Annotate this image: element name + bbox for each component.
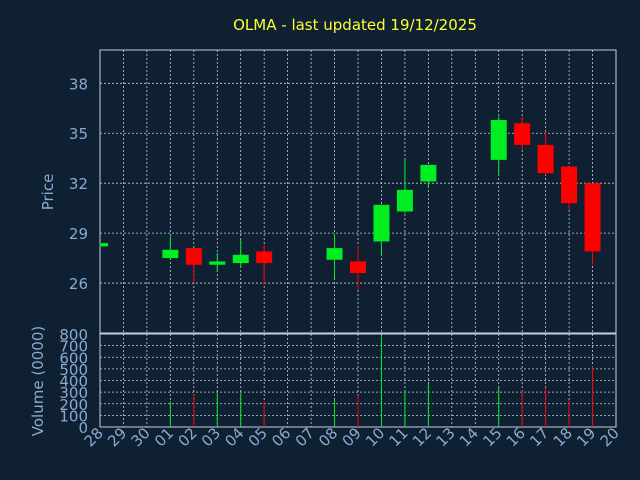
price-axis-label: Price — [39, 174, 57, 211]
candle-body-09 — [350, 261, 366, 274]
price-tick-label: 35 — [69, 125, 88, 143]
chart-title: OLMA - last updated 19/12/2025 — [233, 16, 477, 34]
candle-body-16 — [514, 123, 531, 145]
volume-tick-label: 400 — [59, 373, 88, 391]
candle-body-15 — [490, 119, 507, 160]
volume-tick-label: 0 — [78, 419, 88, 437]
candle-body-28 — [100, 243, 108, 247]
price-panel: 26 29 32 35 38 — [69, 49, 617, 334]
candle-body-08 — [326, 248, 343, 260]
candle-body-18 — [561, 166, 578, 204]
candle-body-03 — [209, 261, 226, 265]
candle-body-10 — [373, 204, 390, 242]
candle-body-19 — [584, 183, 601, 252]
x-axis-label: Day — [333, 458, 363, 476]
price-tick-label: 38 — [69, 75, 88, 93]
volume-axis-label: Volume (0000) — [29, 326, 47, 436]
price-tick-label: 29 — [69, 225, 88, 243]
volume-tick-label: 800 — [59, 326, 88, 344]
volume-tick-label: 600 — [59, 349, 88, 367]
candle-body-01 — [162, 249, 179, 259]
candle-body-05 — [256, 251, 273, 264]
price-tick-label: 32 — [69, 175, 88, 193]
candle-body-17 — [537, 144, 554, 174]
volume-tick-label: 500 — [59, 361, 88, 379]
candle-body-11 — [396, 189, 413, 212]
candle-body-04 — [232, 254, 249, 264]
candle-body-12 — [420, 164, 437, 182]
volume-tick-label: 300 — [59, 384, 88, 402]
volume-tick-label: 200 — [59, 396, 88, 414]
volume-tick-label: 100 — [59, 407, 88, 425]
candle-body-02 — [185, 248, 202, 265]
price-tick-label: 26 — [69, 275, 88, 293]
volume-tick-label: 700 — [59, 338, 88, 356]
